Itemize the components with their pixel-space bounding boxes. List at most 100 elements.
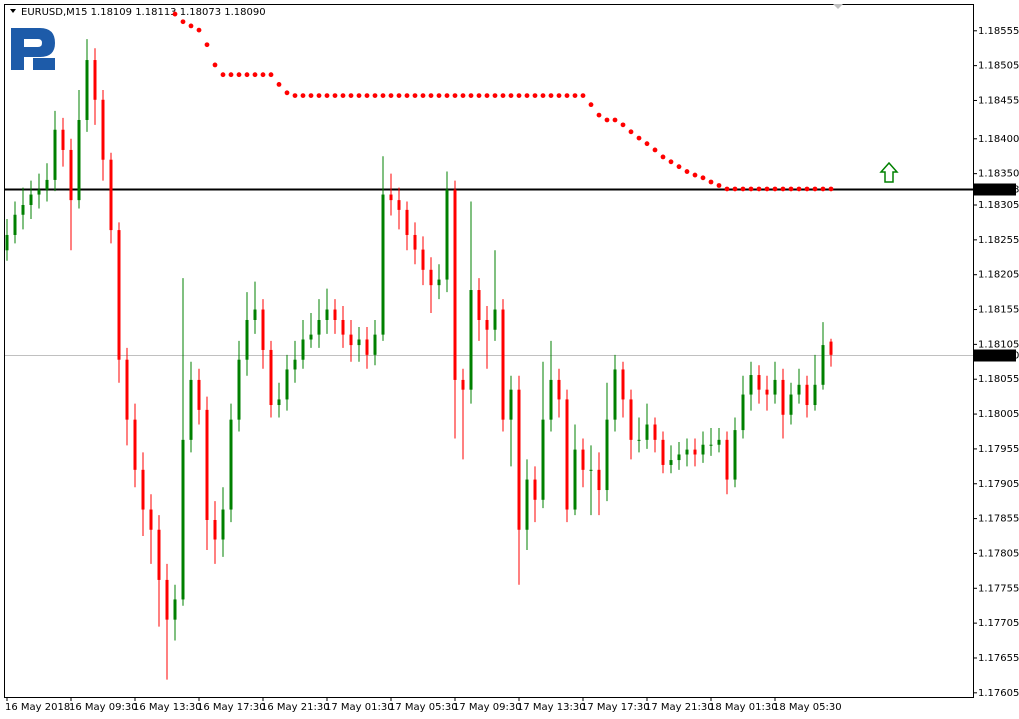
shift-marker [833,4,843,9]
y-tick-label: 1.17755 [978,583,1019,594]
indicator-dot [692,172,698,178]
candle-body [29,194,33,206]
candle-body [677,454,681,461]
indicator-dot [300,93,306,98]
candle-body [357,339,361,346]
candle-body [581,449,585,470]
indicator-dot [396,93,402,98]
y-tick-label: 1.18505 [978,61,1019,72]
indicator-dot [564,93,570,98]
candle-body [181,439,185,600]
candle-body [13,214,17,235]
candle-body [549,379,553,420]
candle-body [525,479,529,530]
indicator-dot [172,11,178,17]
candle-body [445,189,449,280]
candle-body [613,369,617,420]
x-tick-label: 17 May 13:30 [517,702,586,713]
indicator-dot [492,93,498,98]
candle-body [685,449,689,455]
indicator-dot [412,93,418,98]
indicator-dot [460,93,466,98]
y-tick-label: 1.18400 [978,134,1019,145]
candle-body [237,359,241,420]
candle-body [821,345,825,385]
candle-body [509,389,513,420]
indicator-dot [436,93,442,98]
indicator-dot [724,186,730,192]
y-tick-label: 1.17905 [978,479,1019,490]
indicator-dot [548,93,554,98]
candle-body [453,189,457,380]
candle-body [229,419,233,510]
x-tick-label: 17 May 21:30 [645,702,714,713]
indicator-dot [612,117,618,123]
indicator-dot [292,93,298,98]
candle-body [69,149,73,201]
candle-body [197,379,201,410]
candle-body [749,375,753,395]
indicator-dot [484,93,490,98]
candle-body [61,129,65,150]
candle-body [165,579,169,620]
indicator-dot [508,93,514,98]
indicator-dot [524,93,530,98]
indicator-dot [428,93,434,98]
indicator-dot [796,186,802,192]
candle-body [117,230,121,360]
candle-body [477,290,481,320]
candle-body [493,309,497,330]
candle-body [5,234,9,251]
indicator-dot [228,72,234,78]
y-tick-label: 1.17705 [978,618,1019,629]
x-tick-label: 17 May 01:30 [325,702,394,713]
candle-body [245,319,249,360]
x-tick-label: 16 May 17:30 [197,702,266,713]
candle-body [701,444,705,455]
indicator-dot [180,19,186,25]
indicator-dot [252,72,258,78]
indicator-dot [660,154,666,160]
indicator-dot [276,82,282,87]
logo [11,28,55,70]
indicator-dot [540,93,546,98]
candle-body [261,309,265,350]
indicator-dot [244,72,250,78]
candle-body [725,439,729,480]
x-tick-label: 18 May 05:30 [773,702,842,713]
candle-body [669,460,673,465]
x-tick-label: 17 May 09:30 [453,702,522,713]
indicator-dot [636,135,642,141]
candle-body [421,249,425,270]
candle-body [93,60,97,100]
candle-body [373,334,377,355]
indicator-dot [588,102,594,108]
candle-body [765,389,769,395]
indicator-dot [308,93,314,98]
candle-body [157,529,161,580]
indicator-dot [348,93,354,98]
indicator-dot [668,159,674,165]
candle-body [565,399,569,510]
indicator-dot [444,93,450,98]
indicator-dot [772,186,778,192]
y-tick-label: 1.18105 [978,339,1019,350]
price-label-box [974,183,1016,196]
x-tick-label: 17 May 05:30 [389,702,458,713]
candle-body [149,509,153,530]
candle-body [173,599,177,620]
candle-body [773,379,777,395]
candle-body [53,129,57,180]
indicator-dot [516,93,522,98]
candle-body [381,194,385,335]
indicator-dot [220,72,226,78]
indicator-dot [380,93,386,98]
indicator-dot [404,93,410,98]
indicator-dot [732,186,738,192]
chart-title: EURUSD,M15 1.18109 1.18113 1.18073 1.180… [21,7,266,18]
candle-body [221,509,225,540]
candle-body [637,439,641,441]
candle-body [109,159,113,231]
indicator-dot [748,186,754,192]
indicator-dot [236,72,242,78]
